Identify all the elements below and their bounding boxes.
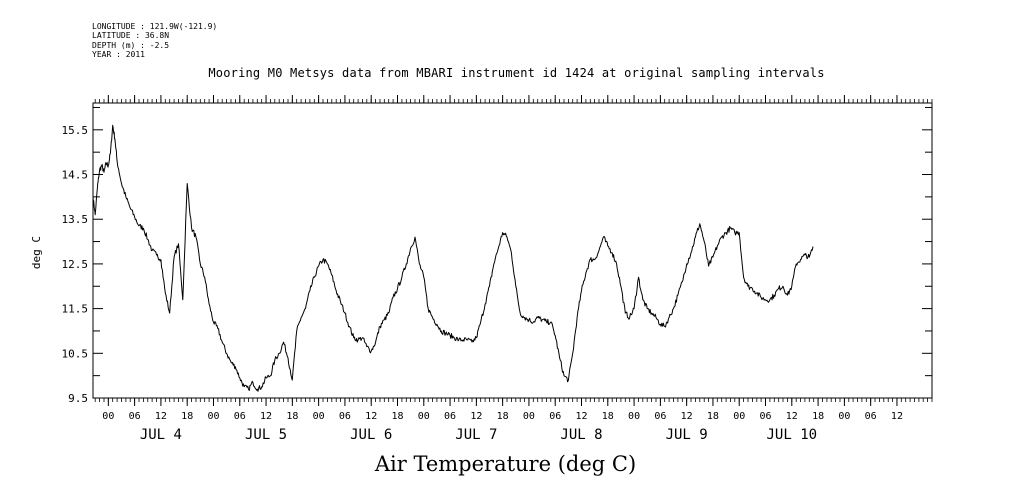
x-tick-label: 12 bbox=[575, 411, 587, 422]
x-tick-label: 00 bbox=[102, 411, 114, 422]
day-label: JUL 9 bbox=[666, 427, 708, 443]
day-label: JUL 6 bbox=[350, 427, 392, 443]
x-tick-label: 00 bbox=[838, 411, 850, 422]
x-tick-label: 18 bbox=[497, 411, 509, 422]
y-tick-label: 9.5 bbox=[68, 392, 88, 405]
year-text: YEAR : 2011 bbox=[92, 50, 145, 60]
chart-caption: Air Temperature (deg C) bbox=[374, 452, 637, 476]
x-tick-label: 06 bbox=[865, 411, 877, 422]
day-label: JUL 7 bbox=[455, 427, 497, 443]
x-tick-label: 12 bbox=[470, 411, 482, 422]
x-tick-label: 00 bbox=[628, 411, 640, 422]
x-tick-label: 12 bbox=[786, 411, 798, 422]
x-tick-label: 12 bbox=[260, 411, 272, 422]
x-tick-label: 12 bbox=[155, 411, 167, 422]
latitude-text: LATITUDE : 36.8N bbox=[92, 31, 170, 41]
y-axis-label: deg C bbox=[30, 236, 43, 269]
y-tick-label: 15.5 bbox=[62, 124, 89, 137]
x-tick-label: 18 bbox=[812, 411, 824, 422]
y-tick-label: 14.5 bbox=[62, 169, 89, 182]
air-temperature-line bbox=[92, 124, 814, 392]
longitude-text: LONGITUDE : 121.9W(-121.9) bbox=[92, 22, 218, 31]
x-tick-label: 06 bbox=[234, 411, 246, 422]
x-minor-ticks bbox=[94, 99, 933, 402]
y-tick-label: 12.5 bbox=[62, 258, 89, 271]
x-tick-label: 06 bbox=[129, 411, 141, 422]
depth-text: DEPTH (m) : -2.5 bbox=[92, 40, 170, 50]
day-label: JUL 10 bbox=[767, 427, 818, 443]
y-tick-label: 13.5 bbox=[62, 213, 89, 226]
x-tick-label: 18 bbox=[602, 411, 614, 422]
day-label: JUL 4 bbox=[140, 427, 182, 443]
x-tick-label: 06 bbox=[654, 411, 666, 422]
x-tick-label: 18 bbox=[707, 411, 719, 422]
x-tick-label: 06 bbox=[549, 411, 561, 422]
x-tick-label: 12 bbox=[681, 411, 693, 422]
x-tick-label: 18 bbox=[286, 411, 298, 422]
x-tick-label: 00 bbox=[733, 411, 745, 422]
x-tick-label: 06 bbox=[339, 411, 351, 422]
plot-frame bbox=[92, 102, 933, 399]
x-tick-label: 00 bbox=[207, 411, 219, 422]
x-tick-label: 00 bbox=[313, 411, 325, 422]
day-label: JUL 5 bbox=[245, 427, 287, 443]
x-tick-label: 06 bbox=[759, 411, 771, 422]
x-tick-label: 12 bbox=[365, 411, 377, 422]
x-tick-label: 00 bbox=[523, 411, 535, 422]
y-tick-label: 10.5 bbox=[62, 347, 89, 360]
chart-title: Mooring M0 Metsys data from MBARI instru… bbox=[208, 66, 825, 80]
x-tick-label: 18 bbox=[181, 411, 193, 422]
x-tick-label: 06 bbox=[444, 411, 456, 422]
metadata-block: LONGITUDE : 121.9W(-121.9) LATITUDE : 36… bbox=[92, 22, 217, 60]
x-tick-label: 12 bbox=[891, 411, 903, 422]
x-tick-label: 18 bbox=[391, 411, 403, 422]
day-label: JUL 8 bbox=[560, 427, 602, 443]
y-tick-label: 11.5 bbox=[62, 303, 89, 316]
x-tick-label: 00 bbox=[418, 411, 430, 422]
